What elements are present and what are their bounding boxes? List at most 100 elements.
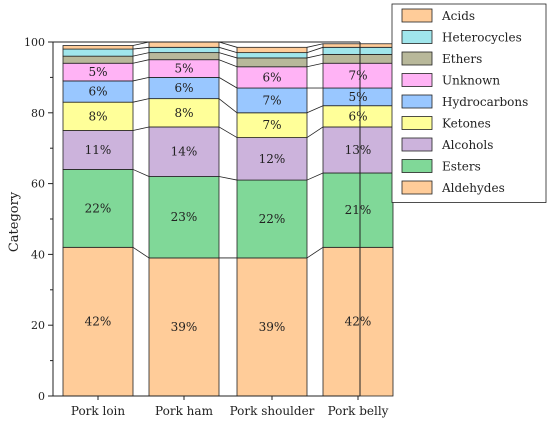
legend-swatch-unknown	[401, 73, 433, 87]
connector-line	[132, 169, 150, 177]
bar-segment-ketones	[148, 98, 220, 128]
x-tick-label: Pork loin	[71, 404, 126, 418]
bar-segment-aldehydes	[148, 257, 220, 397]
legend-label: Aldehydes	[441, 181, 505, 195]
bar-segment-heterocycles	[322, 46, 394, 55]
bar-segment-ethers	[236, 57, 308, 68]
x-tick-label: Pork ham	[155, 404, 214, 418]
y-axis-label: Category	[7, 191, 22, 252]
connector-line	[306, 105, 324, 114]
data-label: 42%	[345, 315, 372, 329]
connector-line	[306, 126, 324, 138]
connector-line	[132, 59, 150, 64]
legend-swatch-aldehydes	[401, 180, 433, 195]
bar-segment-heterocycles	[148, 46, 220, 54]
connector-line	[132, 52, 150, 57]
x-tick-label: Pork belly	[328, 404, 389, 418]
data-label: 39%	[259, 320, 286, 334]
data-label: 7%	[348, 69, 367, 83]
bar-segment-unknown	[322, 62, 394, 89]
connector-line	[218, 98, 238, 114]
legend: Acids Heterocycles Ethers Unknown Hydrocarbo…	[391, 3, 547, 203]
bar-segment-aldehydes	[322, 246, 394, 397]
legend-label: Acids	[441, 9, 475, 23]
connector-line	[132, 77, 150, 82]
connector-line	[306, 43, 324, 48]
bar-segment-acids	[322, 43, 394, 48]
connector-line	[132, 98, 150, 103]
connector-line	[306, 46, 324, 53]
legend-label: Heterocycles	[442, 31, 522, 45]
legend-swatch-alcohols	[401, 137, 433, 152]
axes-layer: 0 20 40 60 80 100 Pork loin Pork ham Pork should…	[24, 36, 389, 418]
bar-segment-acids	[62, 45, 134, 50]
data-label: 8%	[88, 109, 107, 123]
connector-line	[218, 41, 238, 48]
data-label: 6%	[348, 109, 367, 123]
data-label: 13%	[345, 143, 372, 157]
bar-segment-ketones	[62, 101, 134, 131]
data-label: 7%	[262, 118, 281, 132]
data-label: 11%	[85, 143, 112, 157]
data-label: 14%	[171, 145, 198, 159]
bar-connector-lines	[132, 41, 324, 259]
bar-segment-esters	[322, 172, 394, 248]
y-tick-label: 20	[31, 319, 45, 332]
bar-segment-esters	[236, 179, 308, 259]
legend-swatch-heterocycles	[401, 30, 433, 44]
connector-line	[218, 59, 238, 68]
legend-label: Ketones	[442, 117, 491, 131]
bar-segment-heterocycles	[236, 52, 308, 59]
bar-segment-aldehydes	[62, 246, 134, 397]
bars-layer	[62, 41, 394, 397]
bar-segment-alcohols	[148, 126, 220, 177]
bar-segment-ethers	[322, 53, 394, 64]
data-label: 23%	[171, 210, 198, 224]
bar-segment-ketones	[236, 112, 308, 138]
data-label: 7%	[262, 93, 281, 107]
connector-line	[218, 52, 238, 59]
data-label: 5%	[88, 65, 107, 79]
connector-line	[306, 172, 324, 181]
data-label: 42%	[85, 315, 112, 329]
connector-line	[132, 126, 150, 131]
data-label: 6%	[174, 81, 193, 95]
bar-segment-ethers	[148, 52, 220, 61]
connector-line	[306, 62, 324, 68]
connector-line	[132, 246, 150, 259]
legend-swatch-ketones	[401, 116, 433, 130]
y-tick-label: 0	[38, 390, 45, 403]
bar-segment-alcohols	[62, 130, 134, 170]
data-label: 5%	[174, 62, 193, 76]
bar-segment-aldehydes	[236, 257, 308, 397]
legend-swatch-ethers	[401, 51, 433, 66]
connector-line	[218, 176, 238, 181]
data-label: 5%	[348, 90, 367, 104]
connector-line	[218, 46, 238, 54]
y-tick-label: 100	[24, 36, 45, 49]
legend-swatch-hydrocarbons	[401, 94, 433, 109]
bar-segment-acids	[148, 41, 220, 48]
data-label: 22%	[85, 201, 112, 215]
legend-label: Alcohols	[441, 138, 493, 152]
bar-segment-alcohols	[236, 137, 308, 181]
bar-segment-heterocycles	[62, 48, 134, 57]
bar-segment-esters	[148, 176, 220, 259]
data-label: 21%	[345, 203, 372, 217]
data-label: 6%	[262, 70, 281, 84]
connector-line	[218, 126, 238, 138]
data-label: 22%	[259, 212, 286, 226]
connector-line	[306, 246, 324, 259]
y-tick-label: 80	[31, 107, 45, 120]
legend-label: Ethers	[442, 52, 482, 66]
legend-label: Unknown	[442, 74, 500, 88]
legend-swatch-esters	[401, 159, 433, 173]
connector-line	[218, 77, 238, 89]
connector-line	[132, 46, 150, 50]
segment-labels-layer: 42% 22% 11% 8% 6% 5% 39% 23% 14% 8% 6% 5% 39% 22% 12% 7…	[85, 62, 372, 334]
legend-swatch-acids	[401, 8, 433, 23]
x-tick-label: Pork shoulder	[230, 404, 315, 418]
connector-line	[132, 41, 150, 46]
